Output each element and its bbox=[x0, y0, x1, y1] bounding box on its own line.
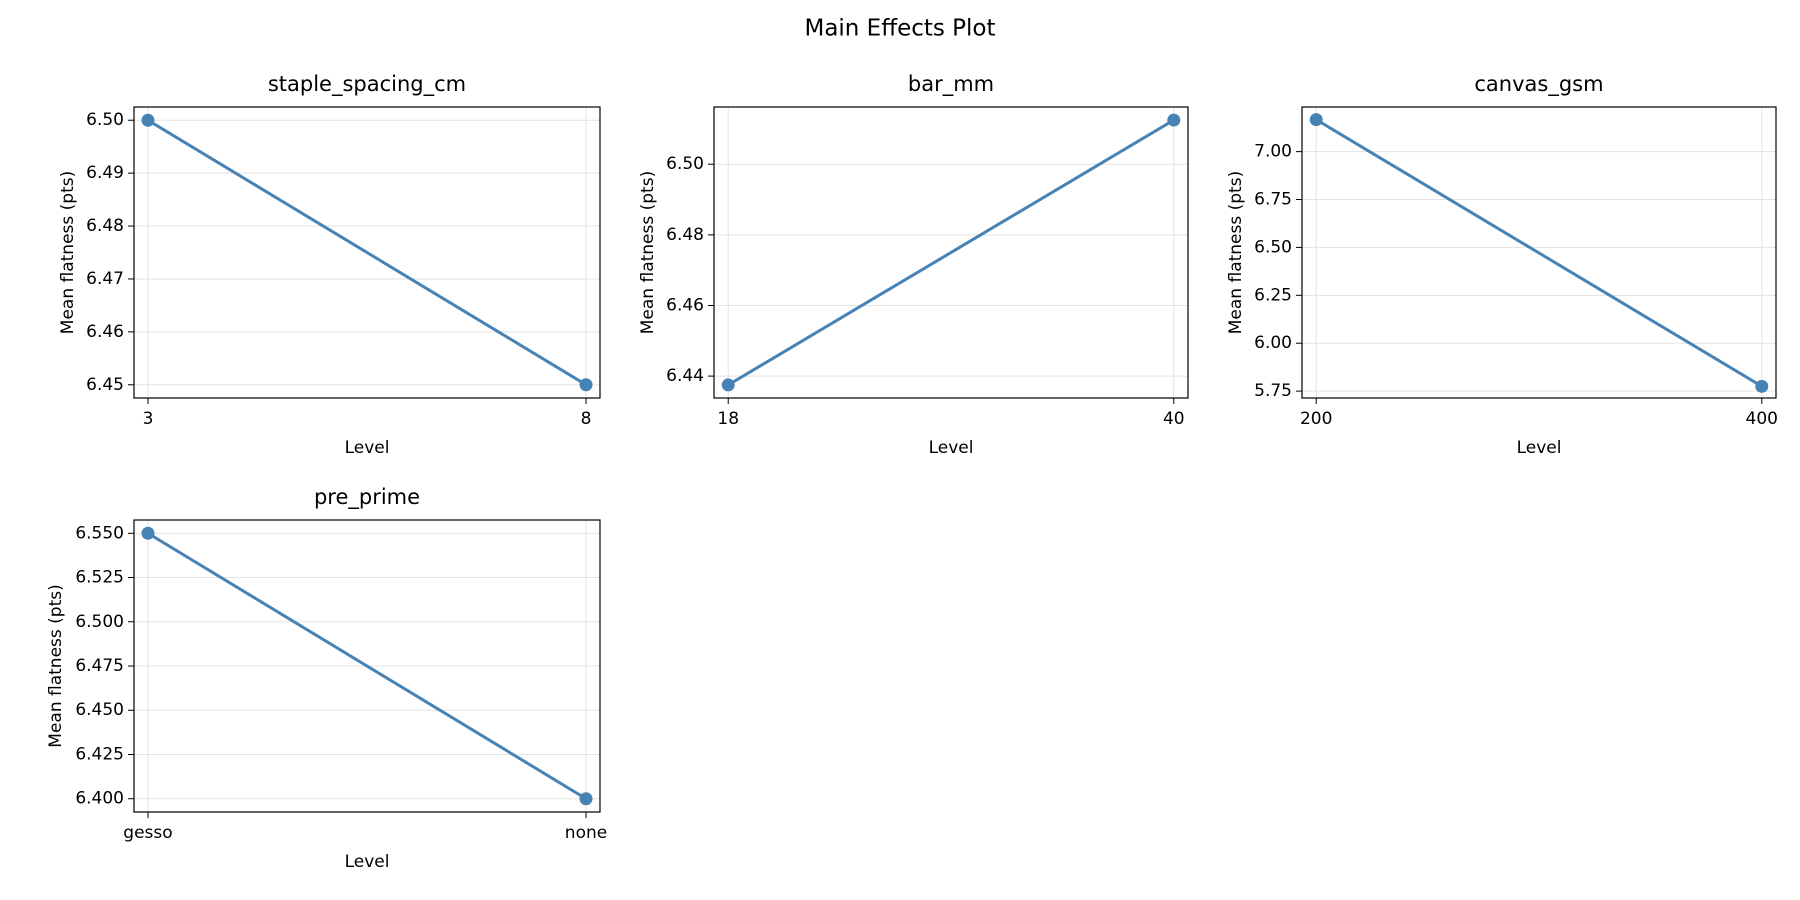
marker bbox=[141, 113, 155, 127]
y-tick-label: 6.450 bbox=[75, 700, 124, 720]
subplot-title: bar_mm bbox=[908, 72, 994, 97]
plot-frame bbox=[713, 106, 1189, 399]
y-tick-label: 6.49 bbox=[86, 163, 124, 183]
y-tick-label: 6.48 bbox=[86, 216, 124, 236]
y-tick-label: 6.500 bbox=[75, 612, 124, 632]
x-tick-label: 3 bbox=[143, 409, 154, 429]
plot-frame bbox=[133, 106, 601, 399]
x-tick-label: 400 bbox=[1746, 409, 1778, 429]
y-tick-label: 6.44 bbox=[666, 366, 704, 386]
marker bbox=[579, 792, 593, 806]
x-axis-label: Level bbox=[345, 852, 390, 872]
x-tick-label: 40 bbox=[1163, 409, 1185, 429]
marker bbox=[721, 378, 735, 392]
marker bbox=[141, 526, 155, 540]
y-tick-label: 6.25 bbox=[1254, 285, 1292, 305]
y-axis-label: Mean flatness (pts) bbox=[58, 171, 78, 334]
x-tick-label: 200 bbox=[1300, 409, 1332, 429]
y-tick-label: 6.00 bbox=[1254, 333, 1292, 353]
x-axis-label: Level bbox=[1517, 438, 1562, 458]
subplot-title: canvas_gsm bbox=[1474, 72, 1603, 97]
y-tick-label: 6.50 bbox=[86, 110, 124, 130]
subplot-title: pre_prime bbox=[314, 485, 420, 510]
subplot-title: staple_spacing_cm bbox=[268, 72, 466, 97]
x-tick-label: gesso bbox=[123, 823, 172, 843]
plot-frame bbox=[133, 519, 601, 813]
y-axis-label: Mean flatness (pts) bbox=[638, 171, 658, 334]
line bbox=[727, 118, 1175, 387]
marker bbox=[1309, 113, 1323, 127]
line bbox=[147, 118, 587, 387]
y-tick-label: 6.45 bbox=[86, 375, 124, 395]
y-tick-label: 6.525 bbox=[75, 568, 124, 588]
y-tick-label: 6.75 bbox=[1254, 190, 1292, 210]
figure-title: Main Effects Plot bbox=[804, 16, 995, 42]
y-axis-label: Mean flatness (pts) bbox=[1226, 171, 1246, 334]
y-tick-label: 6.425 bbox=[75, 744, 124, 764]
marker bbox=[1167, 113, 1181, 127]
y-tick-label: 6.475 bbox=[75, 656, 124, 676]
y-tick-label: 5.75 bbox=[1254, 381, 1292, 401]
plot-frame bbox=[1301, 106, 1777, 399]
line bbox=[147, 531, 587, 801]
x-axis-label: Level bbox=[929, 438, 974, 458]
line bbox=[1315, 118, 1763, 388]
x-tick-label: 18 bbox=[717, 409, 739, 429]
y-tick-label: 7.00 bbox=[1254, 142, 1292, 162]
y-tick-label: 6.50 bbox=[1254, 237, 1292, 257]
y-tick-label: 6.400 bbox=[75, 789, 124, 809]
y-tick-label: 6.48 bbox=[666, 225, 704, 245]
y-tick-label: 6.46 bbox=[666, 295, 704, 315]
x-tick-label: none bbox=[565, 823, 607, 843]
y-axis-label: Mean flatness (pts) bbox=[46, 584, 66, 747]
marker bbox=[579, 378, 593, 392]
x-tick-label: 8 bbox=[581, 409, 592, 429]
y-tick-label: 6.50 bbox=[666, 154, 704, 174]
y-tick-label: 6.47 bbox=[86, 269, 124, 289]
marker bbox=[1755, 379, 1769, 393]
y-tick-label: 6.46 bbox=[86, 322, 124, 342]
y-tick-label: 6.550 bbox=[75, 523, 124, 543]
x-axis-label: Level bbox=[345, 438, 390, 458]
